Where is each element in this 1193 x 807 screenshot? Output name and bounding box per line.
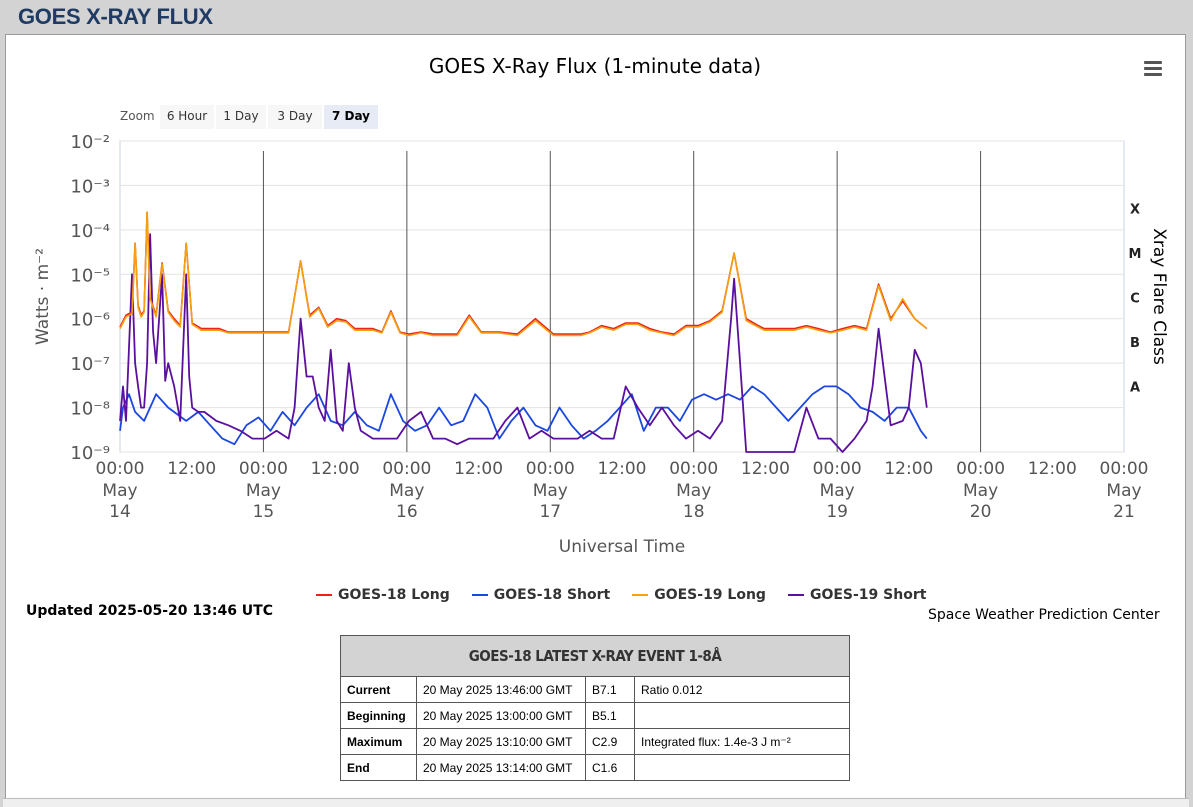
zoom-6-hour-button[interactable]: 6 Hour [160, 105, 214, 129]
x-tick-month: May [102, 481, 137, 501]
legend-goes19-long[interactable]: GOES-19 Long [632, 585, 766, 605]
legend-label: GOES-19 Long [654, 587, 766, 603]
x-tick-day: 15 [253, 502, 275, 522]
legend-swatch-goes19-long [632, 594, 649, 596]
event-note: Ratio 0.012 [634, 676, 850, 703]
event-note [634, 754, 850, 781]
row-label: Maximum [340, 728, 417, 755]
row-label: End [340, 754, 417, 781]
page-header: GOES X-RAY FLUX [0, 0, 1193, 34]
flare-class-label: A [1130, 380, 1140, 395]
event-class: B7.1 [585, 676, 635, 703]
zoom-7-day-button[interactable]: 7 Day [324, 105, 378, 129]
x-tick-label: 00:00 [813, 459, 862, 479]
y-tick-label: 10⁻³ [70, 176, 110, 197]
x-tick-label: 00:00 [1100, 459, 1149, 479]
x-tick-label: 12:00 [167, 459, 216, 479]
x-tick-month: May [820, 481, 855, 501]
x-tick-day: 14 [109, 502, 131, 522]
x-tick-day: 18 [683, 502, 705, 522]
x-tick-label: 12:00 [884, 459, 933, 479]
updated-timestamp: Updated 2025-05-20 13:46 UTC [26, 603, 273, 619]
table-row: Beginning 20 May 2025 13:00:00 GMT B5.1 [340, 702, 850, 729]
x-tick-label: 00:00 [96, 459, 145, 479]
zoom-3-day-button[interactable]: 3 Day [268, 105, 322, 129]
legend-label: GOES-19 Short [809, 587, 927, 603]
x-tick-label: 00:00 [526, 459, 575, 479]
x-axis-label: Universal Time [559, 537, 685, 557]
y-tick-label: 10⁻⁴ [70, 221, 110, 242]
event-time: 20 May 2025 13:46:00 GMT [416, 676, 586, 703]
x-tick-day: 17 [539, 502, 561, 522]
x-tick-month: May [533, 481, 568, 501]
event-class: C2.9 [585, 728, 635, 755]
zoom-1-day-button[interactable]: 1 Day [216, 105, 266, 129]
chart-menu-icon[interactable] [1144, 61, 1162, 77]
x-tick-label: 12:00 [598, 459, 647, 479]
y-tick-label: 10⁻² [70, 132, 110, 153]
y-axis-label-right: Xray Flare Class [1149, 228, 1169, 365]
event-class: C1.6 [585, 754, 635, 781]
x-tick-month: May [963, 481, 998, 501]
chart-panel: GOES X-Ray Flux (1-minute data) 10⁻² 10⁻³ 1… [5, 34, 1186, 800]
xray-event-table: GOES-18 LATEST X-RAY EVENT 1-8Å Current … [340, 635, 850, 781]
flare-class-label: B [1130, 336, 1140, 351]
x-tick-label: 00:00 [956, 459, 1005, 479]
y-tick-label: 10⁻⁷ [70, 354, 110, 375]
series-line-goes-18-short [119, 385, 928, 446]
x-tick-day: 20 [970, 502, 992, 522]
flare-class-label: C [1130, 292, 1140, 307]
x-tick-label: 00:00 [239, 459, 288, 479]
zoom-label: Zoom [120, 109, 155, 123]
event-time: 20 May 2025 13:14:00 GMT [416, 754, 586, 781]
event-time: 20 May 2025 13:10:00 GMT [416, 728, 586, 755]
table-row: End 20 May 2025 13:14:00 GMT C1.6 [340, 754, 850, 781]
x-tick-day: 19 [826, 502, 848, 522]
legend-goes18-long[interactable]: GOES-18 Long [316, 585, 450, 605]
bottom-scrollbar[interactable] [3, 798, 1189, 807]
series-line-goes-19-long [119, 211, 928, 337]
x-tick-month: May [1106, 481, 1141, 501]
x-tick-label: 12:00 [1028, 459, 1077, 479]
table-row: Maximum 20 May 2025 13:10:00 GMT C2.9 In… [340, 728, 850, 755]
event-note [634, 702, 850, 729]
y-tick-label: 10⁻⁸ [70, 399, 110, 420]
xray-flux-chart: GOES X-Ray Flux (1-minute data) 10⁻² 10⁻³ 1… [33, 54, 1169, 557]
legend-label: GOES-18 Long [338, 587, 450, 603]
legend-label: GOES-18 Short [493, 587, 611, 603]
table-row: Current 20 May 2025 13:46:00 GMT B7.1 Ra… [340, 676, 850, 703]
x-tick-label: 00:00 [382, 459, 431, 479]
x-tick-month: May [676, 481, 711, 501]
y-axis-label: Watts · m⁻² [33, 248, 53, 345]
series-line-goes-19-short [119, 233, 928, 453]
x-tick-day: 21 [1113, 502, 1135, 522]
x-tick-day: 16 [396, 502, 418, 522]
chart-title: GOES X-Ray Flux (1-minute data) [429, 54, 761, 78]
event-class: B5.1 [585, 702, 635, 729]
event-time: 20 May 2025 13:00:00 GMT [416, 702, 586, 729]
y-tick-label: 10⁻⁶ [70, 310, 110, 331]
x-tick-label: 12:00 [311, 459, 360, 479]
event-table-title: GOES-18 LATEST X-RAY EVENT 1-8Å [340, 635, 850, 677]
legend-swatch-goes18-long [316, 594, 332, 596]
y-tick-label: 10⁻⁵ [70, 265, 110, 286]
x-tick-label: 00:00 [669, 459, 718, 479]
row-label: Beginning [340, 702, 417, 729]
legend-goes19-short[interactable]: GOES-19 Short [787, 585, 927, 605]
credit-text: Space Weather Prediction Center [928, 607, 1160, 623]
x-tick-label: 12:00 [741, 459, 790, 479]
event-note: Integrated flux: 1.4e-3 J m⁻² [634, 728, 850, 755]
x-tick-month: May [246, 481, 281, 501]
chart-legend: GOES-18 Long GOES-18 Short GOES-19 Long … [316, 585, 926, 605]
row-label: Current [340, 676, 417, 703]
x-tick-month: May [389, 481, 424, 501]
x-tick-label: 12:00 [454, 459, 503, 479]
legend-goes18-short[interactable]: GOES-18 Short [471, 585, 611, 605]
legend-swatch-goes19-short [787, 594, 804, 596]
y-tick-label: 10⁻⁹ [70, 443, 110, 464]
flare-class-label: X [1130, 203, 1140, 218]
legend-swatch-goes18-short [471, 594, 488, 596]
flare-class-label: M [1129, 247, 1142, 262]
page-heading: GOES X-RAY FLUX [18, 4, 213, 29]
